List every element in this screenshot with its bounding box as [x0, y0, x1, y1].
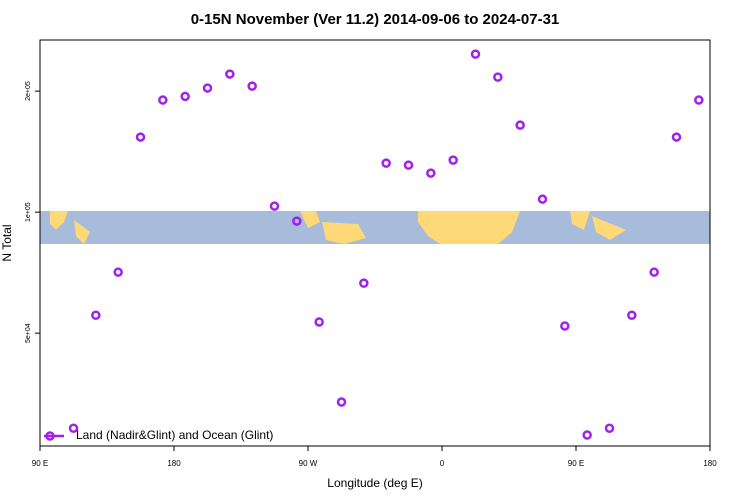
- point: [537, 194, 548, 204]
- y-axis-label: N Total: [0, 224, 14, 261]
- point: [336, 397, 347, 407]
- point: [180, 91, 190, 102]
- chart-title: 0-15N November (Ver 11.2) 2014-09-06 to …: [191, 11, 560, 28]
- point: [582, 430, 592, 440]
- x-axis-label: Longitude (deg E): [327, 476, 422, 490]
- point: [113, 267, 123, 277]
- y-tick-label: 2e+05: [25, 81, 32, 101]
- x-tick-label: 180: [703, 459, 717, 468]
- y-tick-label: 1e+05: [25, 202, 32, 222]
- point: [515, 120, 525, 130]
- point: [158, 95, 168, 105]
- point: [269, 201, 280, 211]
- legend-label: Land (Nadir&Glint) and Ocean (Glint): [76, 428, 273, 442]
- point: [91, 310, 101, 321]
- x-tick-label: 90 E: [32, 459, 48, 468]
- legend-symbol: [45, 431, 55, 441]
- point: [247, 81, 257, 91]
- point: [225, 69, 235, 79]
- point: [560, 321, 570, 331]
- point: [68, 423, 79, 434]
- point: [426, 168, 436, 178]
- x-tick-label: 180: [167, 459, 181, 468]
- point: [359, 278, 369, 288]
- point: [135, 132, 146, 142]
- point: [314, 317, 324, 327]
- map-strip: [40, 211, 710, 244]
- point: [403, 160, 414, 170]
- x-tick-label: 90 W: [299, 459, 318, 468]
- point: [671, 132, 682, 142]
- x-tick-label: 90 E: [568, 459, 584, 468]
- point: [202, 83, 213, 93]
- point: [493, 72, 503, 82]
- x-tick-label: 0: [440, 459, 445, 468]
- point: [292, 216, 302, 226]
- point: [470, 49, 481, 59]
- point: [649, 267, 659, 277]
- point: [381, 158, 391, 168]
- point: [604, 423, 615, 434]
- point: [627, 310, 637, 321]
- point: [694, 95, 704, 105]
- point: [448, 155, 458, 165]
- plot-frame: [39, 39, 711, 447]
- y-tick-label: 5e+04: [25, 323, 32, 343]
